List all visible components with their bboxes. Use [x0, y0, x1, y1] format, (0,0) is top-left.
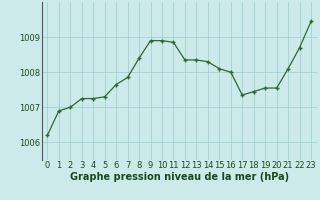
X-axis label: Graphe pression niveau de la mer (hPa): Graphe pression niveau de la mer (hPa) — [70, 172, 289, 182]
